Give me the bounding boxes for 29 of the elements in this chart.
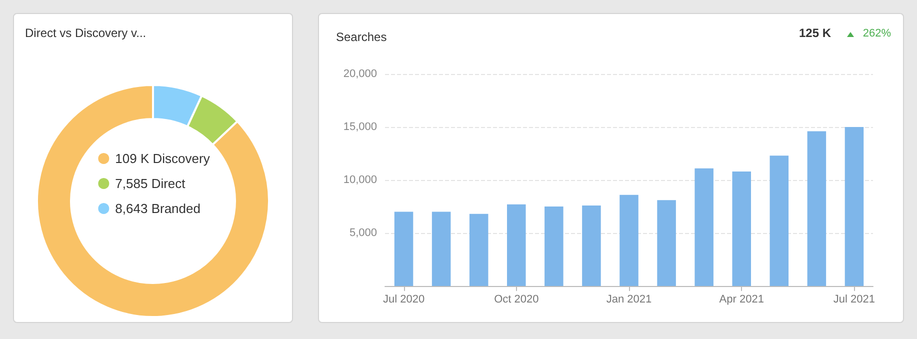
y-tick-label: 20,000 xyxy=(343,68,377,80)
bar xyxy=(694,168,714,286)
bar xyxy=(770,156,789,286)
bar xyxy=(544,206,564,286)
bar xyxy=(620,194,638,286)
bar xyxy=(657,200,676,286)
x-tick-label: Jan 2021 xyxy=(606,294,652,306)
bar xyxy=(507,204,526,286)
x-tick-label: Jul 2021 xyxy=(833,294,876,306)
legend-label: 109 K Discovery xyxy=(115,151,210,166)
bar xyxy=(432,212,451,286)
chart-title: Searches xyxy=(336,30,387,44)
text: 125 K xyxy=(798,26,832,40)
x-tick-label: Apr 2021 xyxy=(719,294,764,306)
chart-title: Direct vs Discovery v... xyxy=(25,26,146,40)
y-tick-label: 15,000 xyxy=(343,121,377,133)
x-tick-label: Oct 2020 xyxy=(494,294,539,306)
x-tick-label: Jul 2020 xyxy=(382,294,425,306)
text: 262% xyxy=(862,28,892,40)
bar xyxy=(844,127,864,286)
legend-label: 7,585 Direct xyxy=(115,176,186,191)
bar xyxy=(807,131,826,286)
y-tick-label: 5,000 xyxy=(349,227,377,239)
legend-label: 8,643 Branded xyxy=(115,201,200,216)
bar xyxy=(732,172,751,286)
bar xyxy=(394,212,414,286)
bar xyxy=(582,205,601,286)
y-tick-label: 10,000 xyxy=(343,174,377,186)
bar xyxy=(469,214,488,286)
